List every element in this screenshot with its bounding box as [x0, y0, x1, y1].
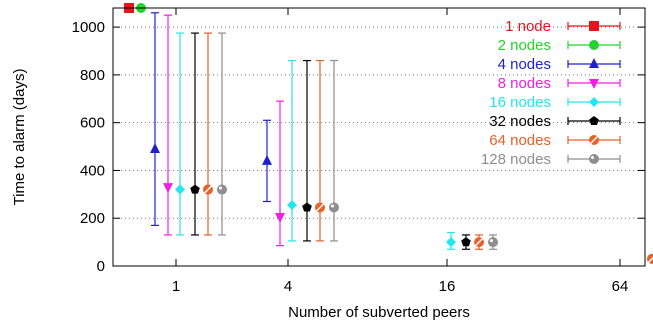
data-point — [461, 237, 471, 247]
data-point — [647, 253, 653, 264]
data-point — [329, 202, 339, 213]
legend-marker — [589, 21, 599, 31]
data-point — [163, 183, 173, 194]
series-8-nodes — [163, 14, 285, 247]
legend-marker — [589, 58, 599, 68]
legend-marker-mark — [589, 135, 599, 145]
data-point-mark — [203, 185, 213, 194]
data-point-mark — [315, 203, 325, 212]
data-point — [150, 142, 160, 153]
data-point-mark — [219, 186, 222, 190]
data-point — [488, 237, 498, 248]
legend-marker — [589, 154, 599, 164]
legend-label: 2 nodes — [498, 37, 551, 54]
data-point — [446, 237, 456, 248]
data-point-fill — [217, 184, 227, 195]
data-point — [262, 154, 272, 165]
legend-marker-mark — [591, 156, 594, 159]
x-tick-label: 1 — [172, 278, 180, 295]
series-128-nodes — [217, 32, 498, 250]
x-tick-label: 4 — [284, 278, 292, 295]
y-tick-label: 0 — [97, 258, 105, 275]
legend-marker-fill — [589, 154, 599, 164]
y-tick-label: 1000 — [72, 19, 105, 36]
series-layer — [124, 3, 653, 264]
y-tick-label: 800 — [80, 67, 105, 84]
legend-label: 4 nodes — [498, 56, 551, 73]
series-16-nodes — [175, 32, 456, 250]
plot-frame — [112, 7, 646, 267]
grid-layer — [113, 26, 645, 219]
data-point-fill — [488, 237, 498, 248]
x-tick-label: 64 — [612, 278, 629, 295]
y-tick-label: 400 — [80, 162, 105, 179]
legend-label: 128 nodes — [481, 151, 551, 168]
legend-label: 64 nodes — [489, 132, 551, 149]
data-point — [190, 184, 200, 194]
series-4-nodes — [150, 12, 272, 226]
x-tick-label: 16 — [439, 278, 456, 295]
axis-layer — [112, 7, 646, 267]
y-axis-title: Time to alarm (days) — [11, 69, 28, 206]
legend-marker — [589, 116, 599, 125]
data-point-mark — [331, 204, 334, 208]
ticks-layer: 0 200 400 600 800 1000 1 4 16 64 — [72, 8, 645, 295]
x-axis-title: Number of subverted peers — [288, 304, 470, 321]
data-point — [474, 237, 484, 248]
y-tick-label: 600 — [80, 115, 105, 132]
data-point — [302, 202, 312, 212]
data-point — [175, 184, 185, 195]
legend-label: 32 nodes — [489, 113, 551, 130]
data-point-mark — [647, 256, 653, 263]
legend-label: 1 node — [505, 18, 551, 35]
data-point-fill — [329, 202, 339, 213]
data-point — [287, 200, 297, 211]
data-point — [217, 184, 227, 195]
data-point — [315, 202, 325, 213]
data-point — [275, 213, 285, 224]
legend-marker — [589, 79, 599, 89]
legend-marker — [589, 135, 599, 145]
legend-marker — [589, 40, 599, 50]
y-tick-label: 200 — [80, 210, 105, 227]
legend-label: 8 nodes — [498, 75, 551, 92]
series-64-nodes — [203, 32, 653, 264]
legend: 1 node 2 nodes 4 nodes 8 nodes 16 nodes 32 no… — [481, 18, 621, 168]
series-32-nodes — [190, 32, 471, 250]
legend-label: 16 nodes — [489, 94, 551, 111]
data-point-mark — [474, 238, 484, 247]
data-point-mark — [490, 239, 493, 243]
legend-marker — [589, 97, 599, 107]
data-point — [203, 184, 213, 195]
